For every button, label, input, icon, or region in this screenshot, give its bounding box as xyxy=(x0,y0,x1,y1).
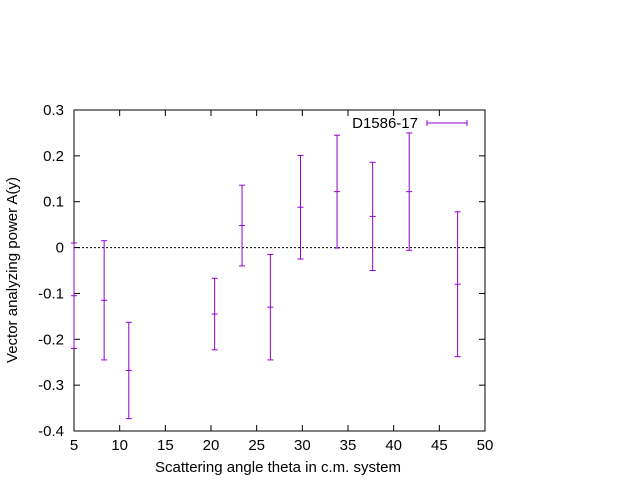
x-tick-label: 10 xyxy=(111,437,128,454)
error-bar-point xyxy=(101,240,108,361)
data-marks xyxy=(71,132,461,420)
x-axis-label: Scattering angle theta in c.m. system xyxy=(155,459,401,476)
x-tick-label: 45 xyxy=(431,437,448,454)
error-bar-point xyxy=(334,134,341,249)
error-bar-point xyxy=(267,253,274,361)
error-bar-point xyxy=(406,132,413,251)
y-axis-label: Vector analyzing power A(y) xyxy=(4,177,21,363)
x-tick-label: 35 xyxy=(340,437,357,454)
x-tick-label: 40 xyxy=(385,437,402,454)
x-tick-label: 5 xyxy=(70,437,78,454)
y-tick-label: 0 xyxy=(56,240,64,257)
error-bar-point xyxy=(71,242,77,349)
y-tick-label: -0.2 xyxy=(38,331,64,348)
x-tick-label: 20 xyxy=(203,437,220,454)
error-bar-point xyxy=(125,321,132,420)
x-tick-label: 30 xyxy=(294,437,311,454)
y-tick-label: -0.4 xyxy=(38,423,64,440)
legend: D1586-17 xyxy=(352,115,468,132)
legend-label: D1586-17 xyxy=(352,115,418,132)
y-tick-label: 0.3 xyxy=(43,102,64,119)
y-tick-label: -0.3 xyxy=(38,377,64,394)
plot-frame xyxy=(73,109,486,432)
error-bar-point xyxy=(239,184,246,267)
error-bar-point xyxy=(369,161,376,271)
error-bar-point xyxy=(454,211,461,358)
x-tick-label: 50 xyxy=(477,437,494,454)
x-tick-label: 25 xyxy=(248,437,265,454)
x-tick-label: 15 xyxy=(157,437,174,454)
axis-ticks: 5 10 15 20 25 30 35 40 45 50 0.3 0.2 0.1 0 -0.1 -0.2 -0.… xyxy=(38,102,493,454)
error-bar-point xyxy=(211,277,218,351)
plot-area xyxy=(73,109,486,432)
error-bar-point xyxy=(297,154,304,260)
y-tick-label: -0.1 xyxy=(38,285,64,302)
y-tick-label: 0.1 xyxy=(43,194,64,211)
y-tick-label: 0.2 xyxy=(43,148,64,165)
